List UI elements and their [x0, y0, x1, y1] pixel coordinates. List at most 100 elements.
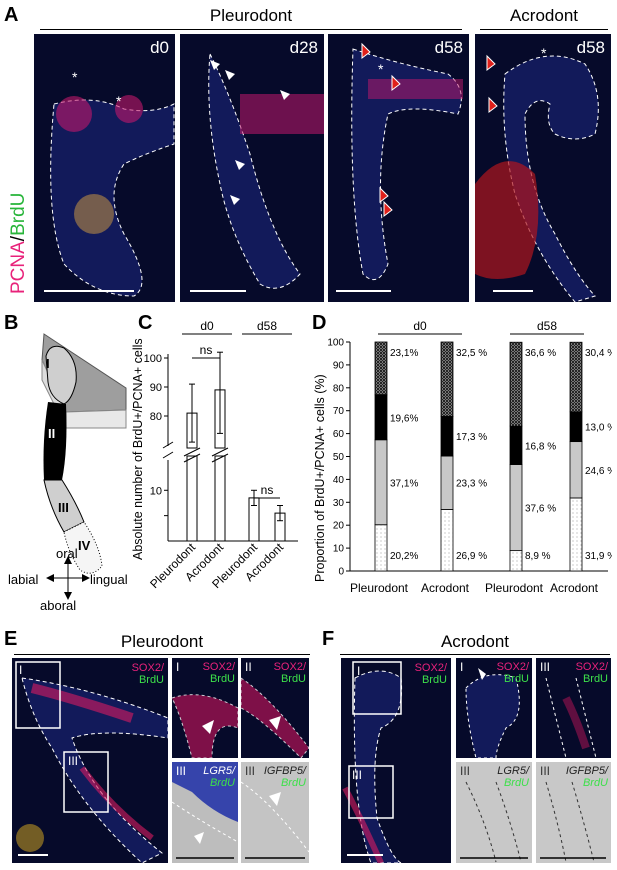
- panel-e-title: Pleurodont: [120, 632, 204, 651]
- chart-d-ytick-label: 100: [327, 338, 344, 349]
- axis-lingual: lingual: [90, 572, 128, 587]
- chart-d-data-label: 26,9 %: [456, 551, 487, 562]
- chart-c-ytick-label: 90: [150, 382, 162, 394]
- stain-pcna: PCNA: [8, 241, 29, 294]
- chart-d-segment-iii: [440, 455, 454, 510]
- chart-d-data-label: 37,6 %: [525, 504, 556, 515]
- tile-label: d58: [434, 38, 463, 57]
- scale-bar: [18, 854, 48, 856]
- inset-f-1: I SOX2/BrdU: [456, 658, 532, 758]
- tissue-sketch: *: [475, 45, 599, 302]
- inset-stain: SOX2/BrdU: [202, 661, 235, 685]
- chart-d-segment-i: [569, 341, 583, 413]
- main-stain-label: SOX2/ BrdU: [131, 662, 164, 686]
- panel-e-rule: [14, 654, 310, 655]
- box-label-i: I: [357, 664, 361, 678]
- scale-bar: [336, 290, 391, 292]
- chart-d-group-d0: d0: [413, 320, 427, 333]
- chart-d-data-label: 20,2%: [390, 551, 418, 562]
- tile-label: d58: [576, 38, 605, 57]
- svg-text:*: *: [541, 45, 547, 61]
- chart-d-segment-i: [440, 341, 454, 417]
- chart-d: 0 10 20 30 40 50 60 70 80 90 100 20,2% 37,1% 19,6% 23,…: [327, 320, 612, 595]
- tissue-sketch: *: [351, 42, 463, 281]
- micrograph-acrodont-d58: * d58: [475, 34, 611, 302]
- chart-d-data-label: 31,9 %: [585, 551, 612, 562]
- chart-d-ytick-label: 70: [333, 406, 345, 417]
- chart-d-xtick-label: Pleurodont: [485, 581, 544, 595]
- panel-d-letter: D: [312, 312, 327, 334]
- tissue-sketch: [15, 661, 168, 863]
- scale-bar: [347, 854, 383, 856]
- panel-a-group-acrodont: Acrodont: [509, 6, 579, 25]
- chart-d-data-label: 23,3 %: [456, 479, 487, 490]
- chart-d-segment-iii: [569, 441, 583, 499]
- chart-d-data-label: 16,8 %: [525, 441, 556, 452]
- zone-label-iii: III: [58, 500, 69, 515]
- inset-stain: SOX2/BrdU: [496, 661, 529, 685]
- tissue-sketch: [241, 677, 309, 758]
- panel-a-rule-right: [480, 29, 608, 30]
- chart-d-xtick-label: Acrodont: [550, 581, 599, 595]
- chart-d-data-label: 30,4 %: [585, 348, 612, 359]
- chart-d-ytick-label: 30: [333, 498, 345, 509]
- chart-d-ylabel: Proportion of BrdU+/PCNA+ cells (%): [313, 374, 327, 582]
- chart-d-data-label: 8,9 %: [525, 551, 551, 562]
- chart-d-segment-i: [509, 341, 523, 427]
- tile-label: d28: [289, 38, 318, 57]
- chart-d-ytick-label: 0: [338, 567, 344, 578]
- stain-brdu: BrdU: [8, 192, 29, 236]
- chart-d-ytick-label: 80: [333, 383, 345, 394]
- chart-c-bar-break: [211, 447, 229, 457]
- micrograph-e-main: I III SOX2/ BrdU: [12, 658, 168, 863]
- chart-d-segment-ii: [440, 416, 454, 457]
- panel-f-title: Acrodont: [440, 632, 510, 651]
- chart-d-ytick-label: 20: [333, 521, 345, 532]
- chart-d-segment-iv: [440, 508, 454, 572]
- panel-a-letter: A: [4, 4, 19, 26]
- chart-c-ytick-label: 100: [144, 353, 162, 365]
- chart-c-ytick-label: 80: [150, 411, 162, 423]
- inset-roman: III: [540, 764, 551, 778]
- inset-f-4: III IGFBP5/BrdU: [536, 762, 611, 863]
- chart-d-xtick-label: Acrodont: [421, 581, 470, 595]
- tissue-sketch: [342, 661, 403, 863]
- zone-schematic: [41, 333, 127, 600]
- chart-c-sig-label: ns: [200, 343, 213, 357]
- inset-stain: SOX2/BrdU: [575, 661, 608, 685]
- scale-bar: [190, 290, 246, 292]
- chart-c-group-d0: d0: [200, 320, 214, 333]
- chart-d-data-label: 19,6%: [390, 413, 418, 424]
- micrograph-f-main: I III SOX2/ BrdU: [341, 658, 451, 863]
- chart-c-break-mark: [162, 441, 174, 449]
- zone-label-ii: II: [48, 426, 56, 441]
- inset-roman: III: [540, 660, 551, 674]
- chart-c-bar-lower: [214, 455, 226, 542]
- svg-text:*: *: [378, 61, 384, 77]
- tissue-sketch: [172, 694, 238, 758]
- zone-label-iv: IV: [78, 538, 91, 553]
- chart-d-data-label: 13,0 %: [585, 423, 612, 434]
- inset-stain: IGFBP5/BrdU: [565, 765, 608, 789]
- inset-roman: III: [245, 764, 256, 778]
- panel-a-rule-left: [40, 29, 462, 30]
- tissue-sketch: [460, 781, 528, 863]
- panel-e-letter: E: [4, 628, 18, 650]
- main-stain-label: SOX2/ BrdU: [414, 662, 447, 686]
- chart-d-segment-ii: [374, 394, 388, 441]
- chart-d-data-label: 32,5 %: [456, 348, 487, 359]
- panel-c-letter: C: [138, 312, 153, 334]
- box-label-i: I: [19, 663, 23, 677]
- chart-c-bar-break: [211, 453, 229, 463]
- chart-d-data-label: 23,1%: [390, 348, 418, 359]
- tissue-sketch: [545, 677, 597, 758]
- chart-c-group-d58: d58: [257, 320, 277, 333]
- chart-d-data-label: 37,1%: [390, 478, 418, 489]
- chart-d-ytick-label: 10: [333, 544, 345, 555]
- chart-d-ytick-label: 90: [333, 360, 345, 371]
- chart-d-segment-ii: [569, 411, 583, 443]
- chart-d-xtick-label: Pleurodont: [350, 581, 409, 595]
- chart-c-ytick-label: 10: [150, 485, 162, 497]
- chart-d-segment-iv: [509, 550, 523, 572]
- panel-f-letter: F: [322, 628, 335, 650]
